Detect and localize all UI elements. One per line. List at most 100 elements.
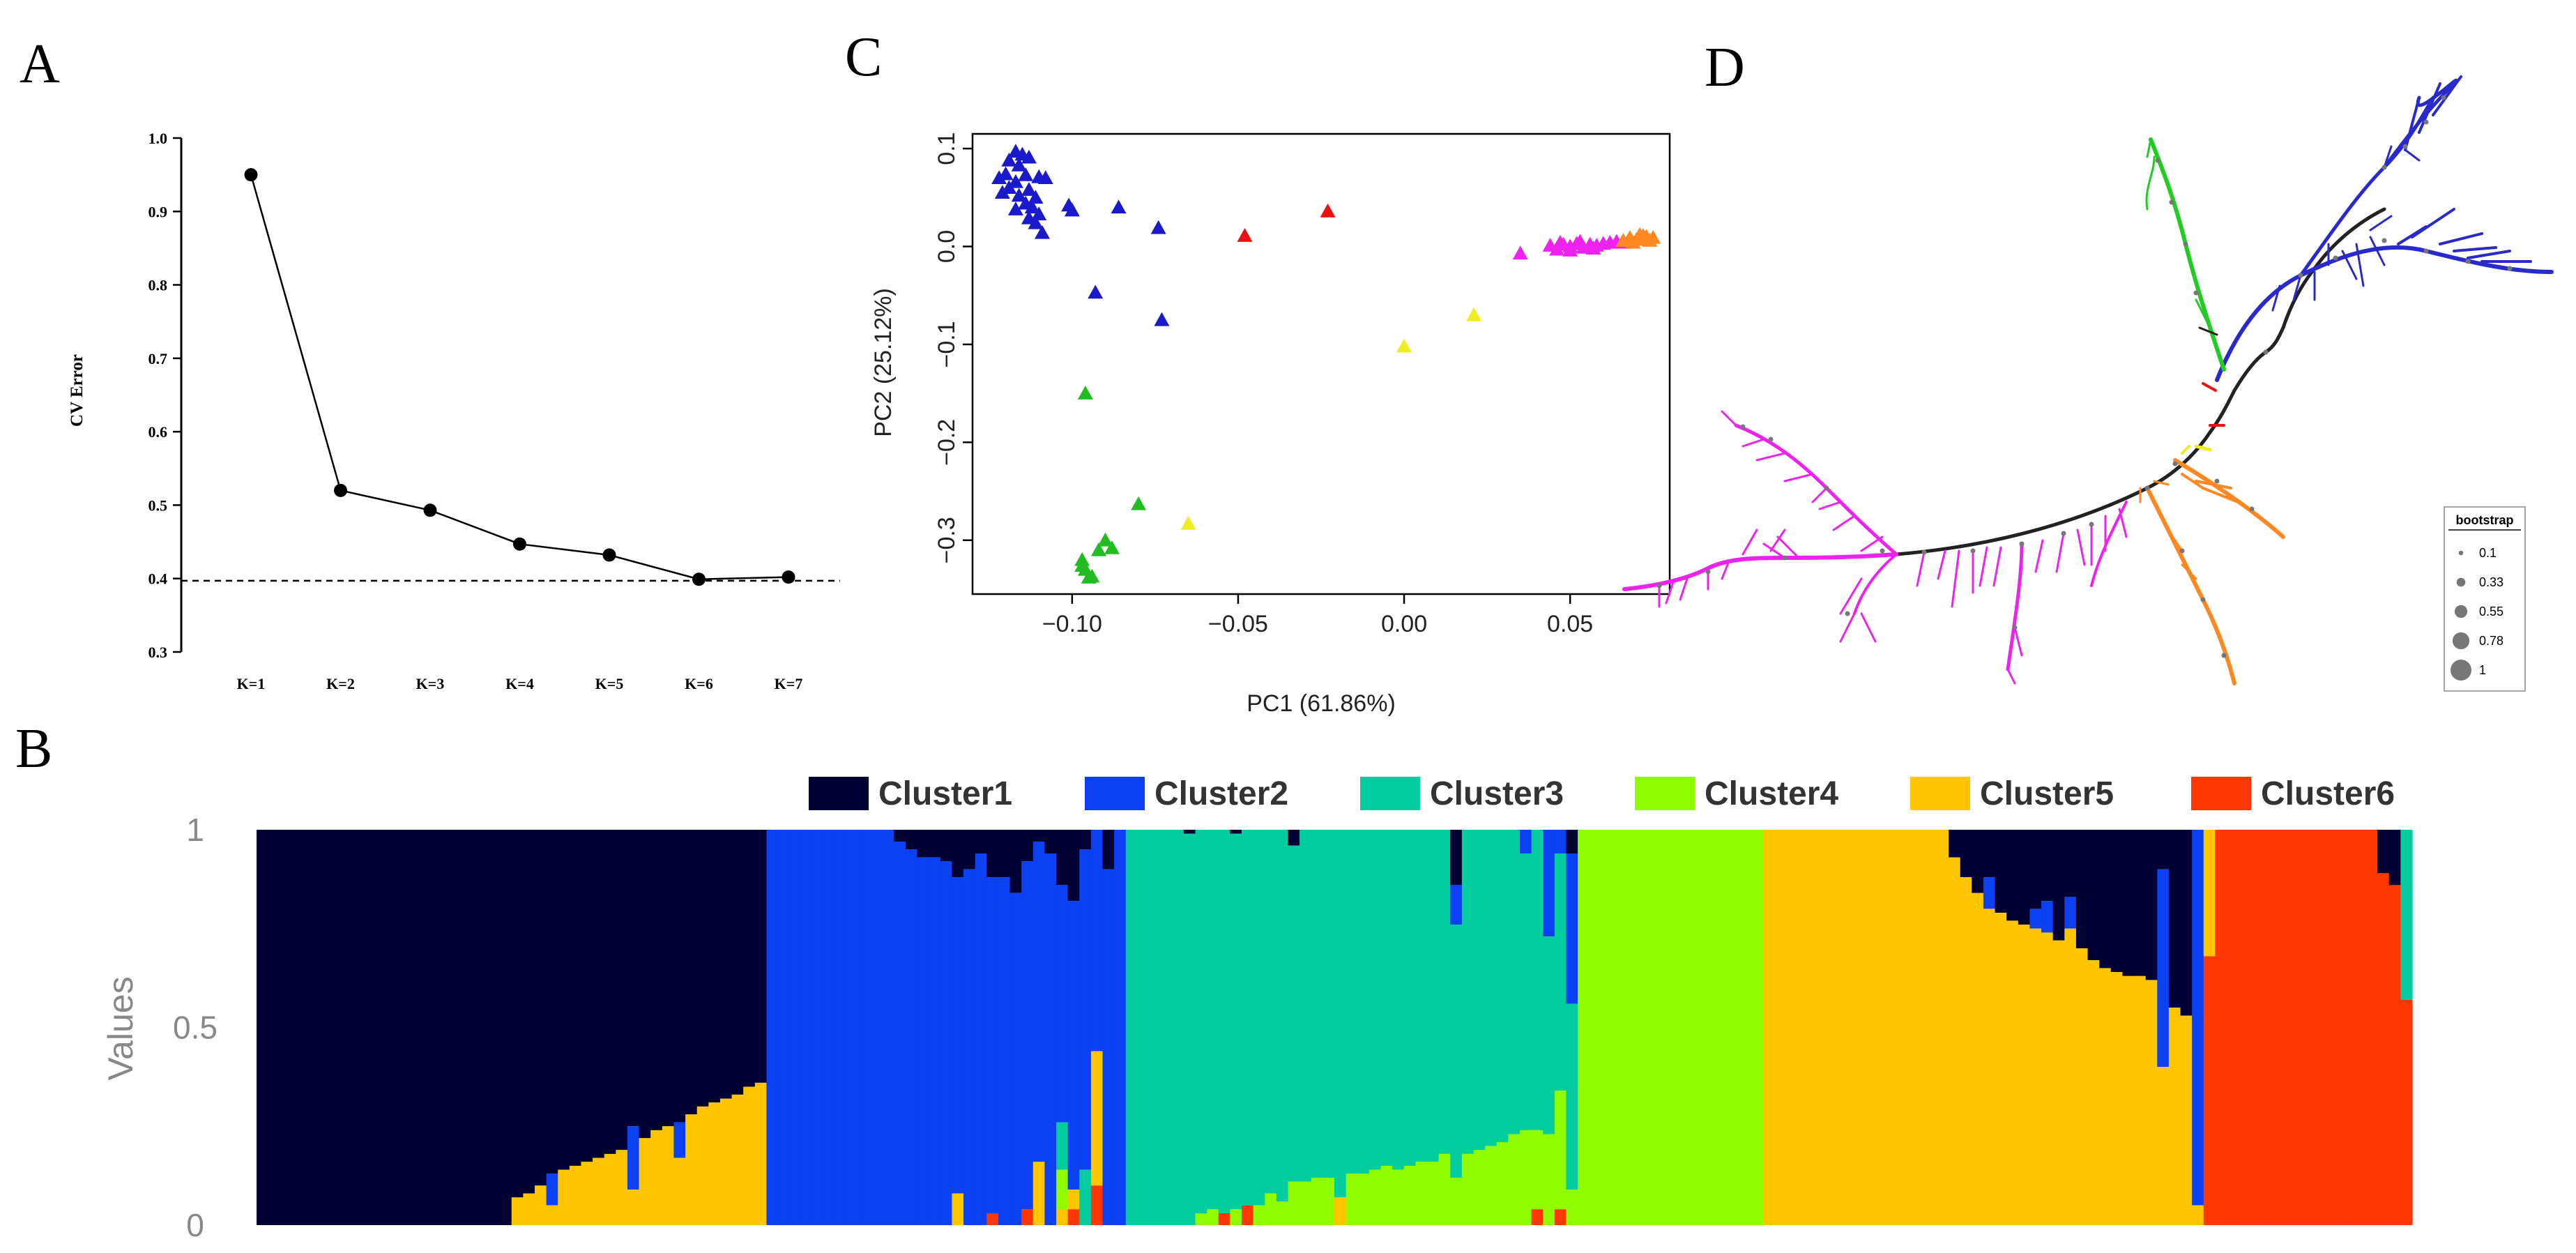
legend-swatch-cluster3	[1360, 777, 1420, 810]
admixture-bar-segment	[2319, 830, 2332, 1225]
admixture-bar-segment	[1809, 830, 1822, 1225]
panel-a-x-tick-label: K=6	[685, 675, 713, 692]
panel-c-point-blue	[1018, 167, 1034, 181]
admixture-bar-segment	[650, 830, 663, 1130]
admixture-bar-segment	[1983, 909, 1996, 1225]
admixture-bar-segment	[1067, 1189, 1080, 1210]
admixture-bar-segment	[1242, 1205, 1254, 1225]
admixture-bar-segment	[1438, 1153, 1451, 1225]
tree-bootstrap-node	[2012, 625, 2018, 630]
admixture-bar-segment	[1578, 830, 1590, 1225]
panel-a-data-point	[244, 168, 258, 182]
tree-branch	[2369, 215, 2393, 231]
admixture-bar-segment	[673, 1157, 686, 1225]
admixture-bar-segment	[1160, 830, 1173, 1225]
tree-branch	[2034, 539, 2044, 573]
admixture-bar-segment	[673, 830, 686, 1123]
panel-a-y-tick-label: 0.4	[148, 570, 168, 588]
admixture-bar-segment	[998, 830, 1011, 878]
panel-a-series-line	[250, 174, 789, 581]
legend-label-cluster2: Cluster2	[1154, 775, 1288, 812]
admixture-bar-segment	[1693, 830, 1706, 1225]
tree-bootstrap-node	[2179, 548, 2185, 554]
admixture-bar-segment	[952, 830, 964, 878]
admixture-bar-segment	[1183, 830, 1196, 834]
tree-branch	[2118, 508, 2128, 538]
tree-branch	[2146, 138, 2152, 158]
tree-bootstrap-node	[1768, 436, 1774, 442]
admixture-bar-segment	[1079, 830, 1092, 850]
admixture-bar-segment	[2400, 830, 2413, 1000]
admixture-bar-segment	[940, 861, 953, 1225]
admixture-bar-segment	[1450, 830, 1463, 886]
admixture-bar-segment	[929, 830, 941, 858]
admixture-bar-segment	[1056, 885, 1069, 1123]
admixture-bar-segment	[1508, 830, 1521, 1134]
tree-branch	[2439, 232, 2483, 245]
panel-c-point-blue	[1021, 149, 1037, 164]
bootstrap-legend-dot	[2454, 605, 2468, 618]
admixture-bar-segment	[1728, 830, 1741, 1225]
tree-branch	[1951, 549, 1960, 608]
panel-c-point-red	[1237, 228, 1253, 242]
admixture-bar-segment	[1090, 1051, 1104, 1186]
panel-a-y-label: CV Error	[68, 354, 86, 427]
legend-swatch-cluster5	[1910, 777, 1970, 810]
admixture-bar-segment	[1056, 830, 1069, 886]
panel-a-y-tick-label: 0.5	[148, 496, 168, 514]
legend-swatch-cluster6	[2191, 777, 2251, 810]
admixture-bar-segment	[1531, 830, 1544, 1130]
admixture-bar-segment	[268, 830, 280, 1225]
admixture-bar-segment	[534, 830, 547, 1186]
tree-bootstrap-node	[2019, 541, 2025, 547]
admixture-bar-segment	[1044, 830, 1057, 854]
admixture-bar-segment	[1288, 830, 1300, 846]
panel-c-point-blue	[1007, 202, 1023, 215]
admixture-bar-segment	[1323, 1177, 1335, 1225]
tree-clade-green	[2149, 137, 2226, 372]
bootstrap-legend-dot	[2452, 632, 2470, 650]
bootstrap-legend-label: 0.33	[2479, 575, 2503, 589]
bootstrap-legend-dot	[2451, 660, 2471, 681]
admixture-bar-segment	[2180, 830, 2193, 1016]
panel-d-phylogenetic-tree: bootstrap 0.1 0.33 0.55 0.78 1	[1622, 75, 2554, 692]
admixture-bar-segment	[696, 830, 709, 1107]
admixture-bar-segment	[1426, 830, 1440, 1162]
admixture-bar-segment	[1056, 1209, 1069, 1225]
admixture-bar-segment	[2250, 830, 2262, 1225]
admixture-bar-segment	[337, 830, 350, 1225]
admixture-bar-segment	[1218, 830, 1230, 1213]
admixture-bar-segment	[1067, 901, 1080, 1190]
admixture-bar-segment	[1554, 1091, 1567, 1210]
panel-a-data-point	[602, 548, 616, 562]
bootstrap-legend-title: bootstrap	[2456, 513, 2514, 527]
tree-bootstrap-node	[2381, 165, 2387, 170]
admixture-bar-segment	[1879, 830, 1891, 1225]
tree-bootstrap-node	[2263, 349, 2269, 355]
tree-branch	[2013, 626, 2023, 657]
admixture-bar-segment	[2099, 968, 2112, 1225]
admixture-bar-segment	[2041, 901, 2054, 933]
admixture-bar-segment	[1265, 830, 1277, 1194]
admixture-bar-segment	[1079, 849, 1092, 1170]
tree-branch	[1916, 551, 1926, 587]
admixture-bar-segment	[1496, 1141, 1509, 1225]
admixture-bar-segment	[1566, 830, 1578, 854]
admixture-bar-segment	[2354, 830, 2367, 1225]
admixture-bar-segment	[1311, 830, 1323, 1178]
tree-branch	[2453, 246, 2497, 252]
admixture-bar-segment	[1601, 830, 1613, 1225]
tree-branch	[2418, 82, 2441, 134]
admixture-bar-segment	[1519, 830, 1532, 854]
admixture-bar-segment	[1032, 842, 1046, 1162]
panel-a-x-tick-label: K=4	[505, 675, 534, 692]
panel-c-point-green	[1074, 558, 1090, 572]
admixture-bar-segment	[1415, 1162, 1428, 1225]
tree-branch	[1937, 549, 1946, 580]
tree-branch	[1992, 546, 2002, 587]
tree-bootstrap-node	[2333, 255, 2338, 261]
admixture-bar-segment	[2052, 830, 2065, 941]
admixture-bar-segment	[731, 830, 744, 1095]
admixture-bar-segment	[1090, 1185, 1104, 1225]
admixture-bar-segment	[650, 1130, 663, 1225]
